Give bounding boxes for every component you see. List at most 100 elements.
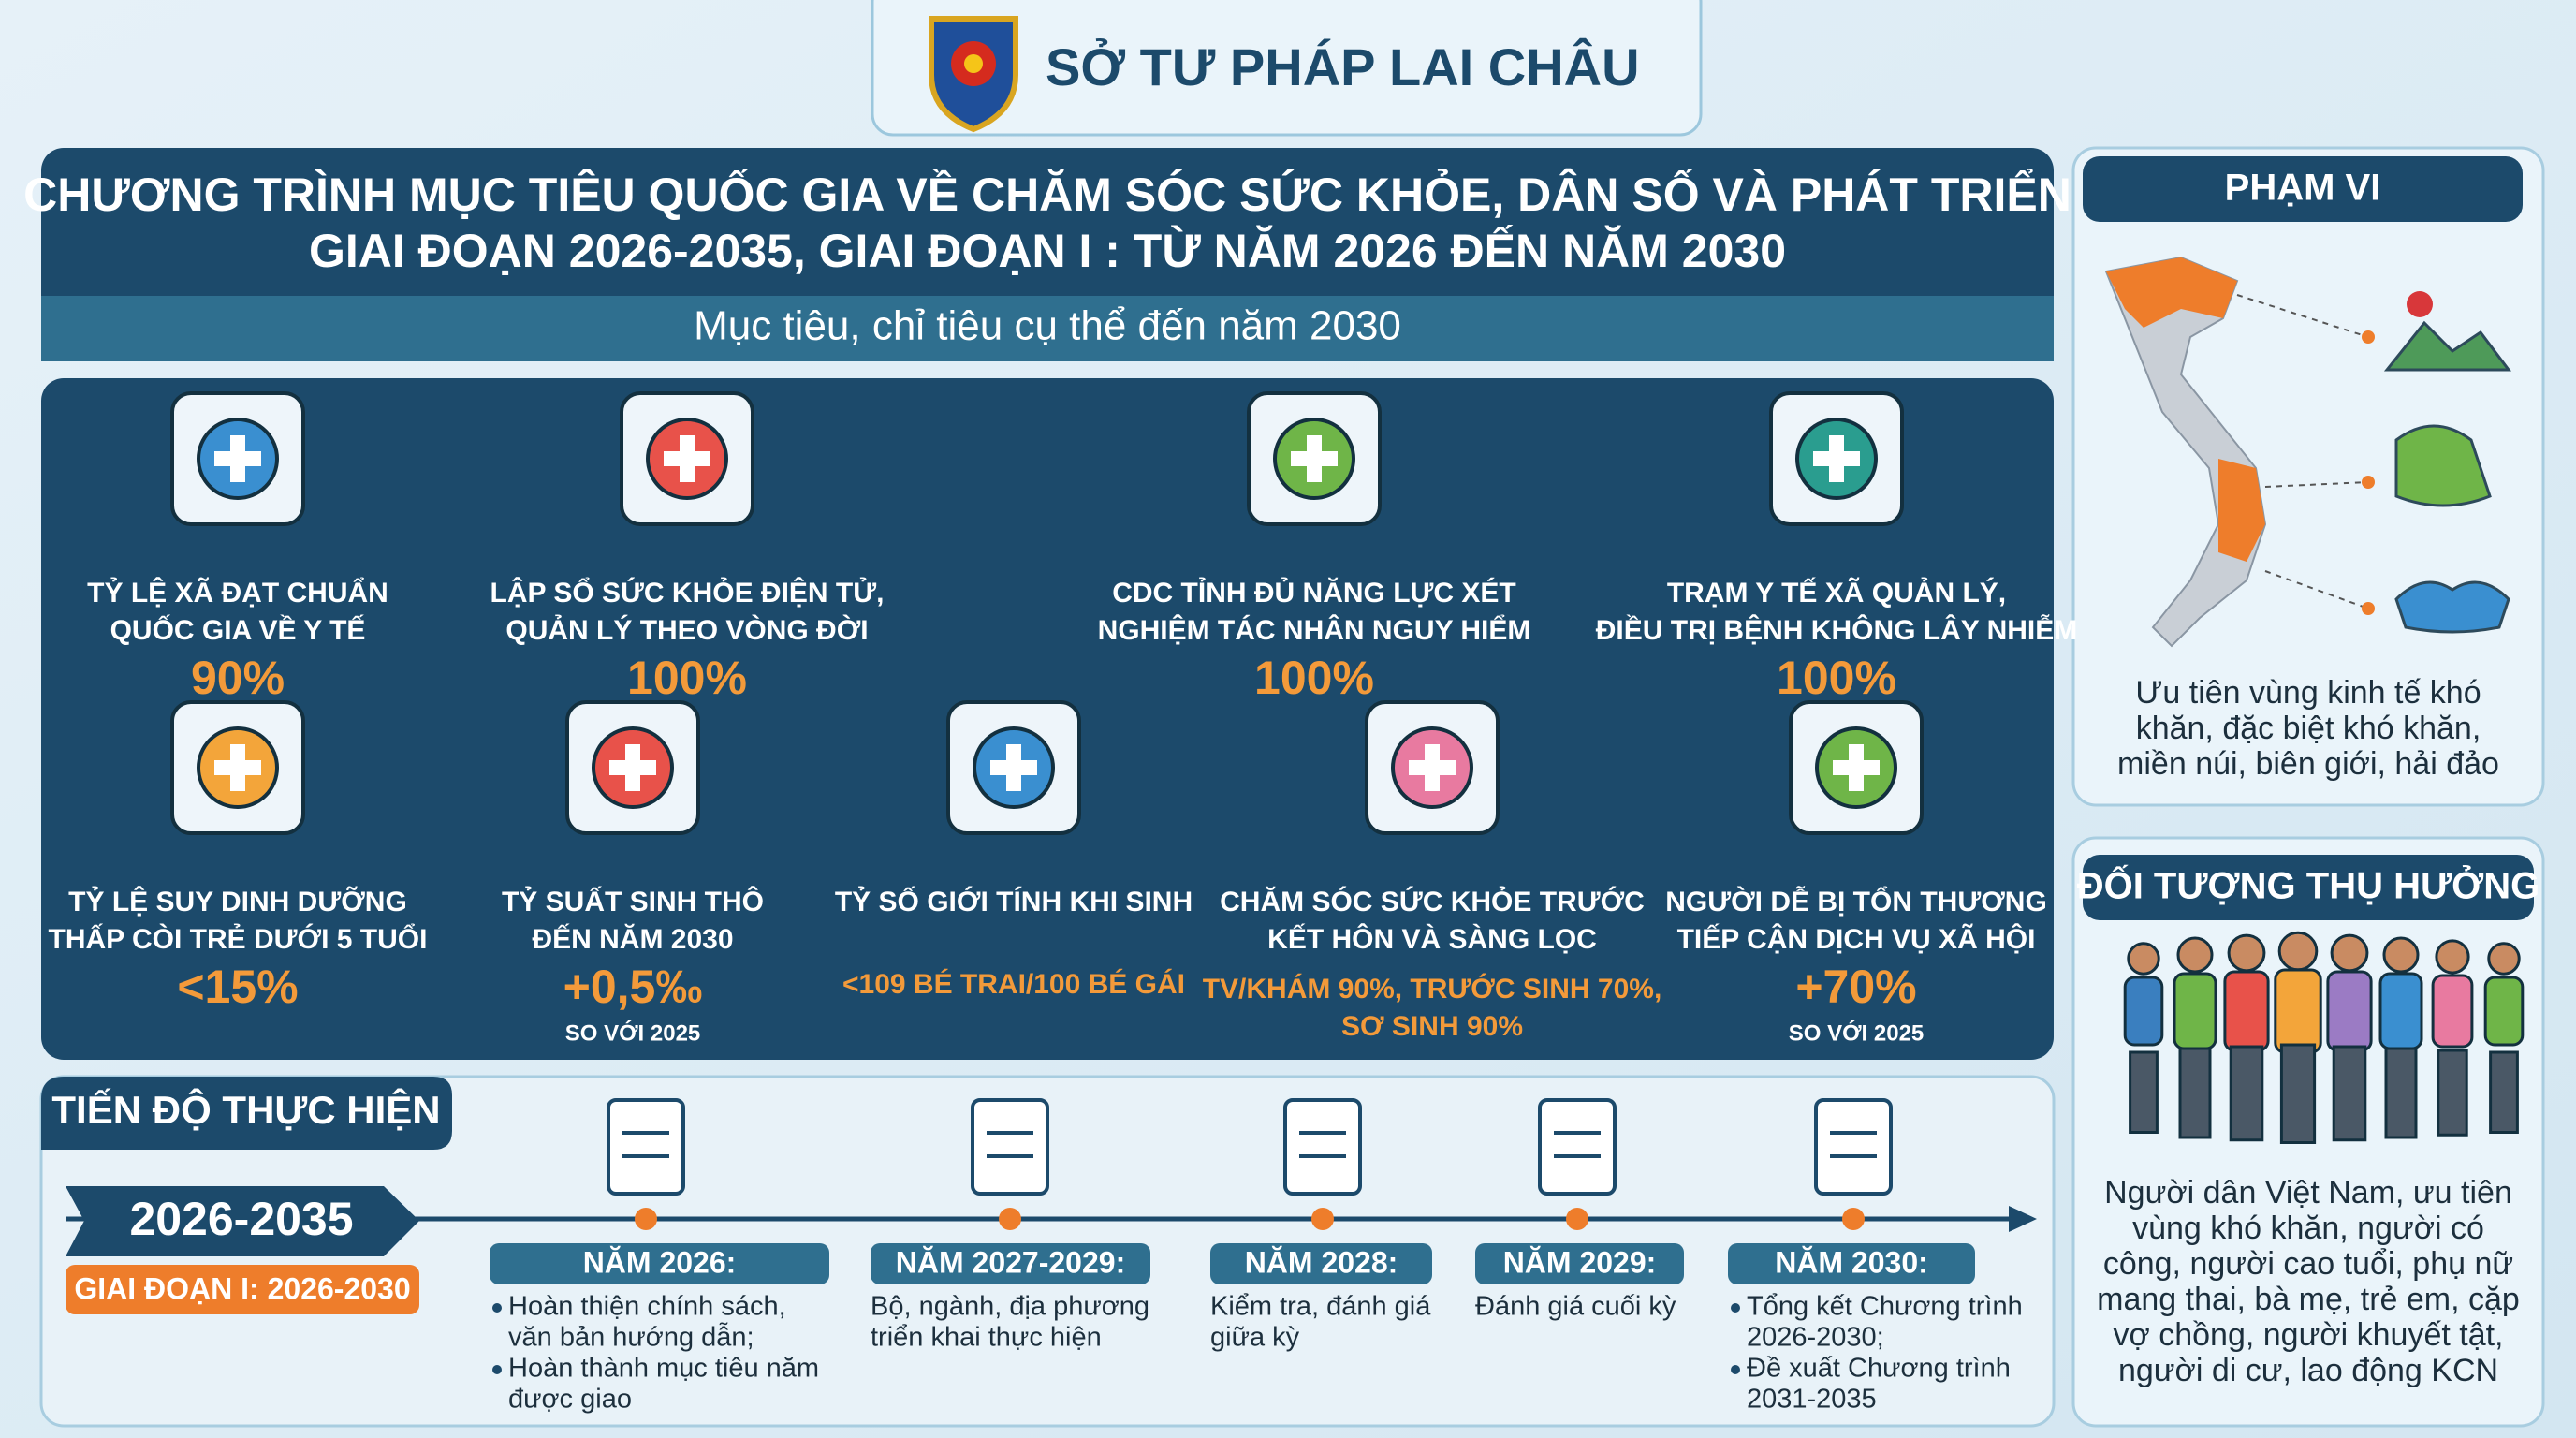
beneficiaries-title: ĐỐI TƯỢNG THỤ HƯỞNG [2077,864,2540,907]
indicator-label: TRẠM Y TẾ XÃ QUẢN LÝ, [1667,577,2006,609]
subtitle-strip [41,296,2054,361]
indicator-value: +70% [1795,961,1916,1013]
milestone-item: giữa kỳ [1210,1323,1300,1353]
progress-phase: GIAI ĐOẠN I: 2026-2030 [74,1271,410,1305]
indicator-label: ĐẾN NĂM 2030 [532,923,733,955]
indicator-label: CHĂM SÓC SỨC KHỎE TRƯỚC [1220,886,1645,917]
person-body [2431,974,2474,1049]
person-legs [2129,1050,2159,1134]
phase-pill [66,1265,419,1314]
scope-text: miền núi, biên giới, hải đảo [2117,746,2499,782]
milestone-item: Đề xuất Chương trình [1747,1354,2011,1384]
progress-tab [41,1077,452,1150]
milestone-year: NĂM 2028: [1245,1245,1398,1279]
timeline-arrow [2009,1206,2037,1232]
beneficiaries-text: vợ chồng, người khuyết tật, [2113,1317,2503,1353]
milestone-icon [1538,1098,1617,1196]
indicator-value: 100% [1777,652,1896,704]
indicator-label: TIẾP CẬN DỊCH VỤ XÃ HỘI [1677,923,2036,955]
vietnam-map [2104,256,2511,648]
person-body [2274,968,2322,1054]
progress-period: 2026-2035 [129,1193,353,1245]
timeline-dot [999,1208,1021,1230]
indicator-icon [565,700,700,835]
indicator-icon [946,700,1081,835]
bullet [492,1303,502,1313]
beneficiaries-text: công, người cao tuổi, phụ nữ [2103,1246,2513,1282]
emblem [929,16,1018,133]
beneficiaries-pill [2083,855,2534,920]
year-pill [1728,1243,1975,1284]
indicator-label: CDC TỈNH ĐỦ NĂNG LỰC XÉT [1112,577,1516,609]
indicator-icon [170,391,305,526]
year-pill [1210,1243,1432,1284]
indicator-label: QUẢN LÝ THEO VÒNG ĐỜI [505,614,868,646]
person-body [2483,976,2525,1047]
indicator-label: KẾT HÔN VÀ SÀNG LỌC [1267,923,1597,955]
milestone-year: NĂM 2030: [1775,1245,1928,1279]
indicator-value: 100% [627,652,747,704]
icon-cross [990,760,1037,775]
indicator-value: <15% [177,961,298,1013]
progress-title: TIẾN ĐỘ THỰC HIỆN [51,1087,440,1132]
milestone-item: Đánh giá cuối kỳ [1475,1292,1676,1322]
header-box [871,0,1703,137]
indicator-note: SO VỚI 2025 [565,1020,701,1046]
bullet [1731,1365,1740,1374]
header-title: SỞ TƯ PHÁP LAI CHÂU [1046,37,1640,96]
beneficiaries-text: mang thai, bà mẹ, trẻ em, cặp [2097,1282,2520,1317]
milestone-icon [1814,1098,1893,1196]
indicator-label: NGƯỜI DỄ BỊ TỔN THƯƠNG [1665,886,2047,917]
milestone-item: Tổng kết Chương trình [1747,1292,2023,1322]
indicator-icon [1769,391,1904,526]
scope-text: Ưu tiên vùng kinh tế khó [2135,675,2481,711]
beneficiaries-text: người di cư, lao động KCN [2118,1353,2498,1388]
indicator-label: TỶ SỐ GIỚI TÍNH KHI SINH [835,886,1193,917]
period-banner [66,1186,419,1256]
bullet [492,1365,502,1374]
milestone-item: 2031-2035 [1747,1385,1877,1415]
indicator-value: 100% [1254,652,1374,704]
person-body [2173,972,2217,1050]
person-head [2127,942,2160,976]
person-legs [2178,1047,2212,1139]
indicator-icon [620,391,754,526]
icon-cross [664,451,710,466]
timeline-dot [635,1208,657,1230]
beneficiaries-text: Người dân Việt Nam, ưu tiên [2104,1175,2512,1211]
indicator-label: LẬP SỔ SỨC KHỎE ĐIỆN TỬ, [490,577,885,609]
milestone-item: Hoàn thành mục tiêu năm [508,1354,819,1384]
milestone-item: 2026-2030; [1747,1323,1884,1353]
program-subtitle: Mục tiêu, chỉ tiêu cụ thể đến năm 2030 [694,303,1401,349]
indicator-value: SƠ SINH 90% [1341,1011,1523,1042]
indicator-note: SO VỚI 2025 [1789,1020,1925,1046]
milestone-year: NĂM 2029: [1503,1245,1657,1279]
icon-cross [214,760,261,775]
person-head [2330,933,2369,973]
milestone-icon [971,1098,1049,1196]
year-pill [490,1243,829,1284]
milestone-icon [607,1098,685,1196]
person-head [2435,939,2470,975]
milestone-item: Bộ, ngành, địa phương [871,1292,1149,1322]
milestone-item: văn bản hướng dẫn; [508,1322,754,1353]
indicator-icon [1365,700,1500,835]
person-legs [2279,1043,2317,1144]
indicator-value: +0,5‰ [564,961,703,1013]
timeline-dot [1566,1208,1588,1230]
indicator-value: TV/KHÁM 90%, TRƯỚC SINH 70%, [1203,973,1662,1005]
person-head [2277,931,2319,972]
program-title-line: CHƯƠNG TRÌNH MỤC TIÊU QUỐC GIA VỀ CHĂM S… [23,168,2071,221]
person-legs [2229,1045,2264,1142]
person-head [2176,936,2214,974]
indicator-label: NGHIỆM TÁC NHÂN NGUY HIỂM [1098,614,1531,646]
milestone-item: Hoàn thiện chính sách, [508,1292,786,1322]
milestone-year: NĂM 2027-2029: [896,1245,1125,1279]
beneficiaries-text: vùng khó khăn, người có [2132,1211,2484,1246]
person-legs [2489,1050,2519,1134]
person-head [2382,936,2420,974]
indicator-value: <109 BÉ TRAI/100 BÉ GÁI [842,968,1185,1000]
icon-cross [1409,760,1456,775]
indicator-icon [1789,700,1924,835]
